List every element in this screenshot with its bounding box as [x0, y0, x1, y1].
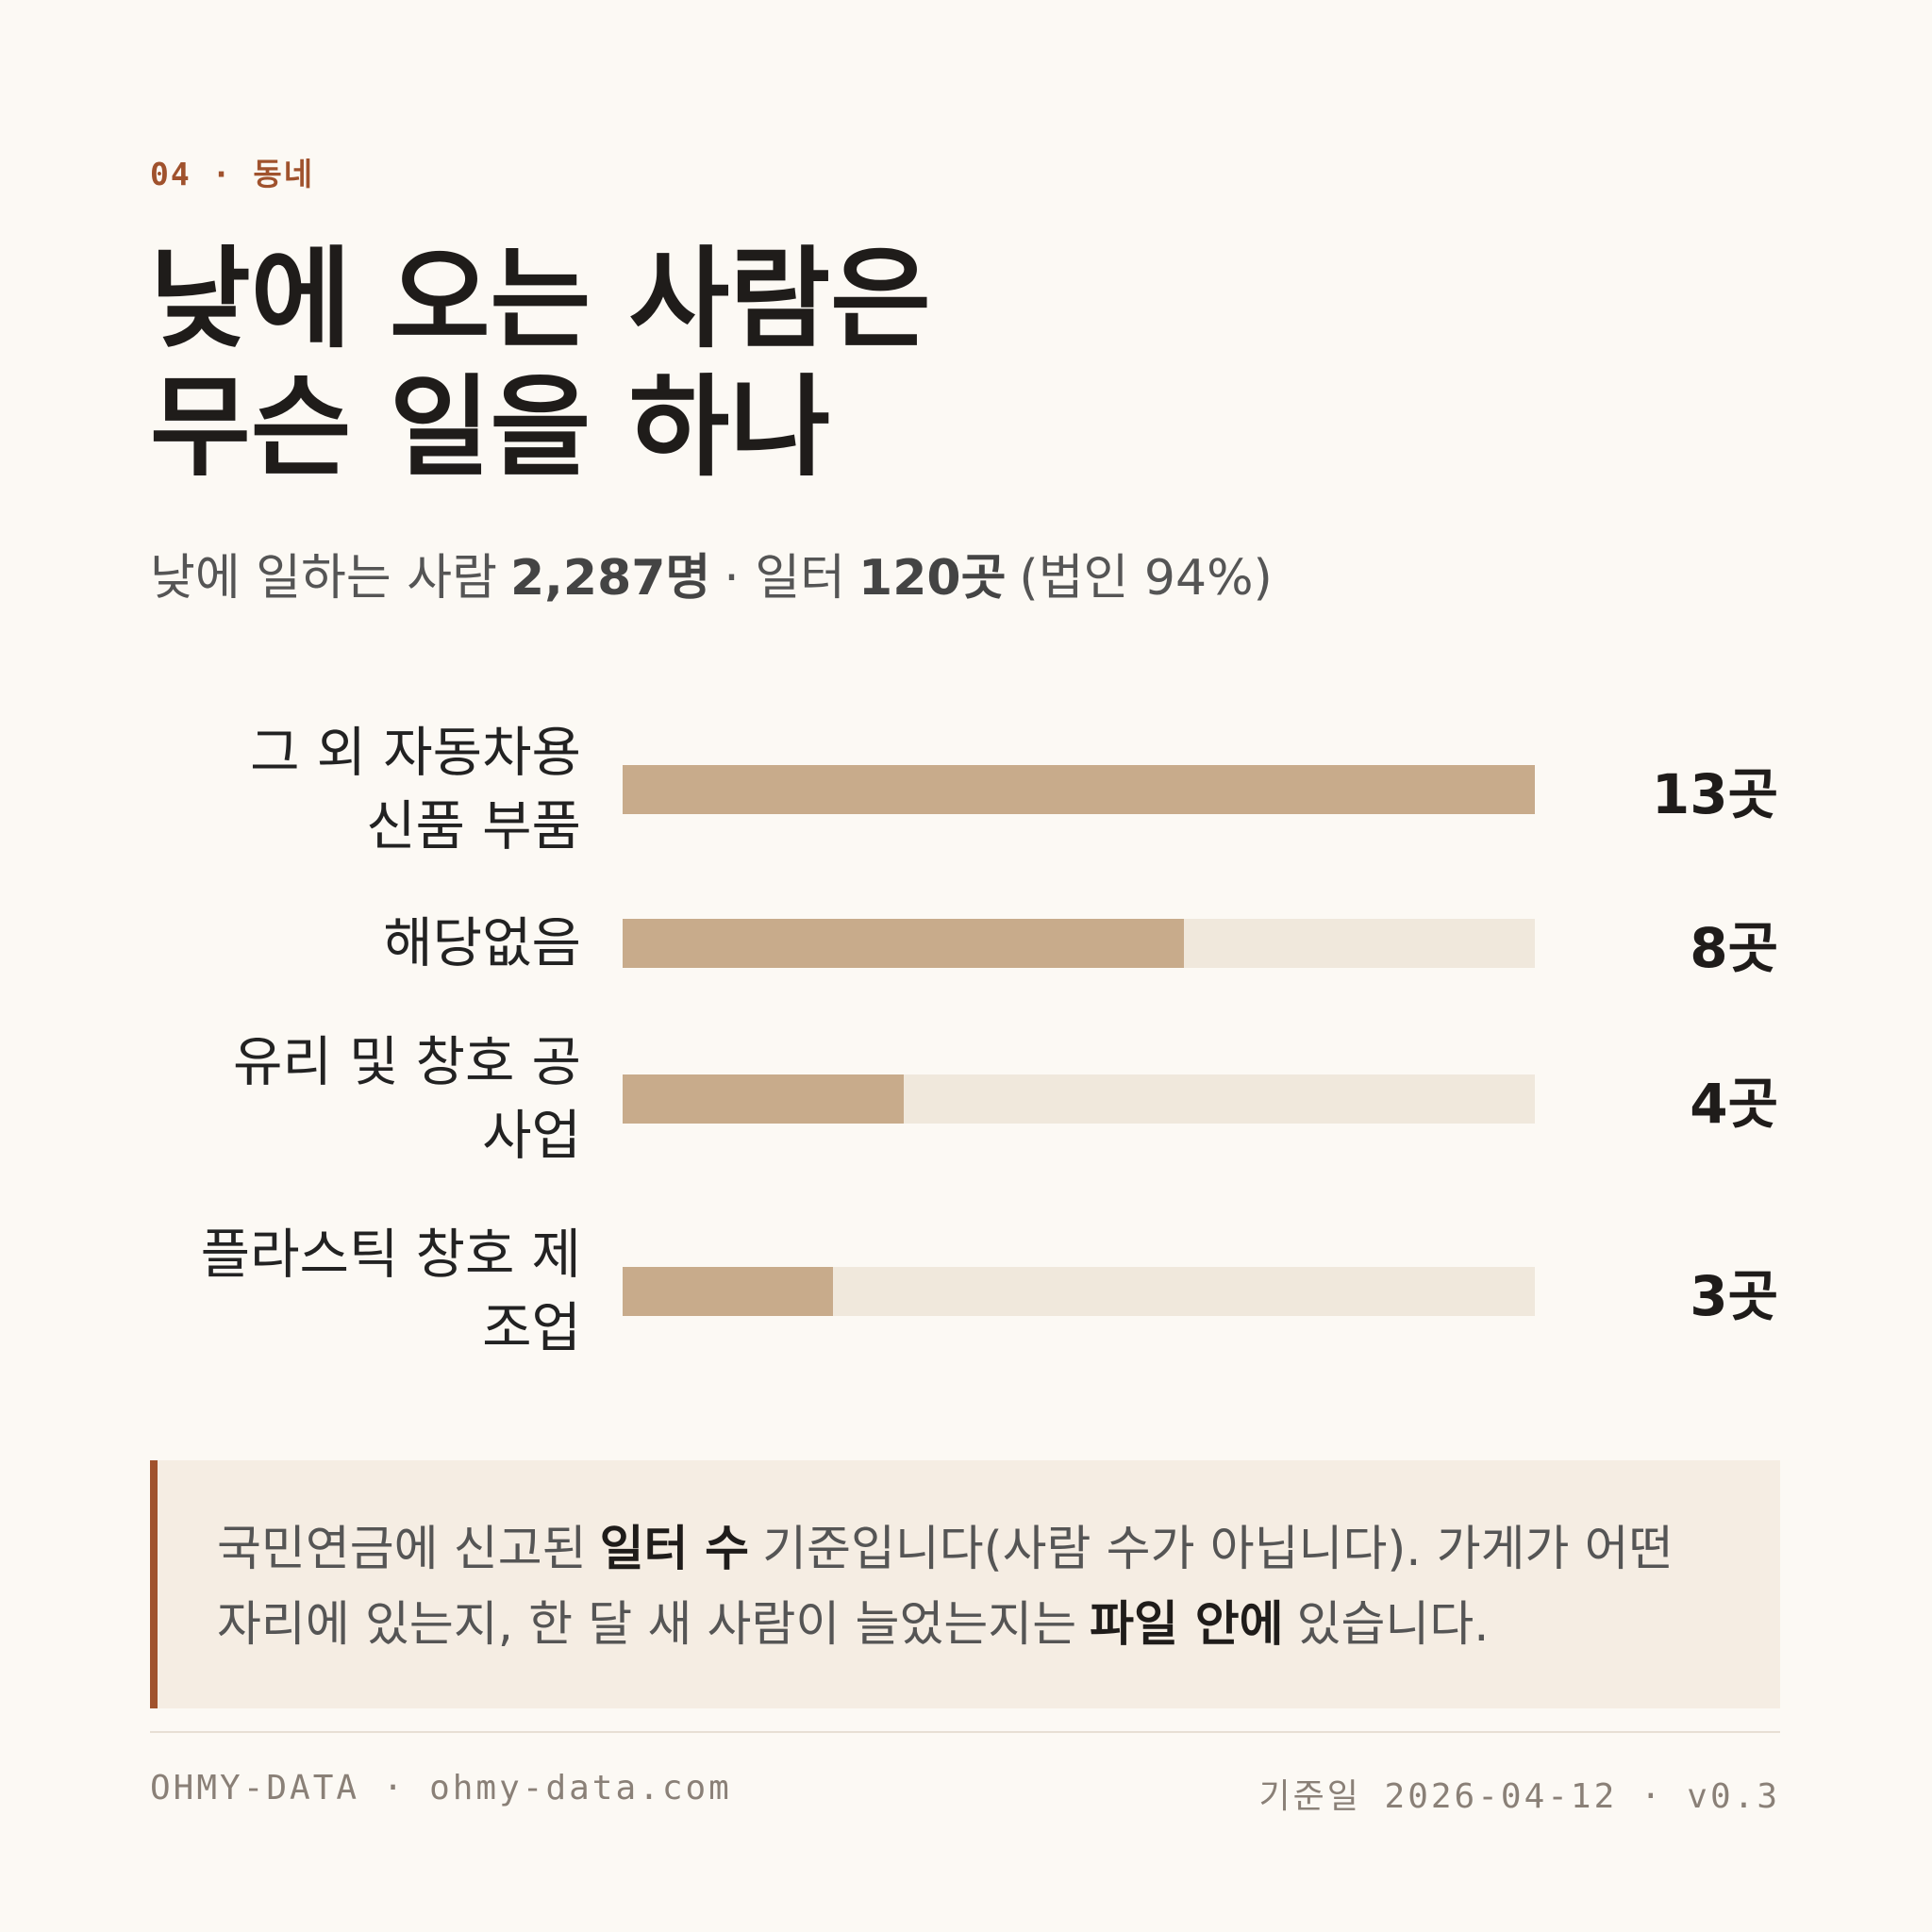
text-run: 일터 수 — [599, 1522, 750, 1577]
text-run: · 일터 — [724, 550, 846, 607]
text-run: 2,287명 — [509, 550, 711, 607]
category-label: 해당없음 — [383, 912, 581, 974]
value-label: 3곳 — [1690, 1264, 1778, 1328]
text-run: 120곳 — [858, 550, 1007, 607]
value-label: 4곳 — [1690, 1072, 1778, 1136]
note: 국민연금에 신고된 일터 수 기준입니다(사람 수가 아닙니다). 가게가 어떤 자… — [150, 1460, 1780, 1708]
text-run: 있습니다. — [1296, 1597, 1490, 1653]
bar — [623, 1267, 834, 1316]
divider — [150, 1731, 1780, 1733]
title-line: 낮에 오는 사람은 — [150, 236, 931, 363]
kicker: 04 · 동네 — [150, 156, 315, 192]
bar — [623, 1074, 904, 1124]
category-label: 그 외 자동차용 신품 부품 — [250, 722, 581, 858]
footer-date: 2026-04-12 · v0.3 — [1384, 1777, 1780, 1816]
bar — [623, 919, 1185, 968]
text-run: 파일 안에 — [1090, 1597, 1284, 1653]
category-label: 유리 및 창호 공사업 — [233, 1031, 581, 1167]
subtitle: 낮에 일하는 사람 2,287명 · 일터 120곳 (법인 94%) — [150, 538, 1286, 608]
footer-right: 기준일 2026-04-12 · v0.3 — [1258, 1769, 1780, 1818]
chart-title: 낮에 오는 사람은 무슨 일을 하나 — [150, 236, 931, 492]
text-run: 낮에 일하는 사람 — [150, 550, 497, 607]
value-label: 13곳 — [1651, 762, 1778, 826]
title-line: 무슨 일을 하나 — [150, 364, 831, 491]
text-run: 기준입니다(사람 수가 아닙니다). 가게가 어떤 자리에 있는지, 한 달 새… — [217, 1522, 1674, 1653]
text-run: 국민연금에 신고된 — [217, 1522, 587, 1577]
category-label: 플라스틱 창호 제조업 — [200, 1224, 581, 1359]
text-run: (법인 94%) — [1019, 550, 1273, 607]
value-label: 8곳 — [1690, 916, 1778, 980]
footer-date-label: 기준일 — [1258, 1777, 1361, 1816]
footer-left: OHMY-DATA · ohmy-data.com — [150, 1769, 732, 1807]
bar — [623, 765, 1535, 814]
